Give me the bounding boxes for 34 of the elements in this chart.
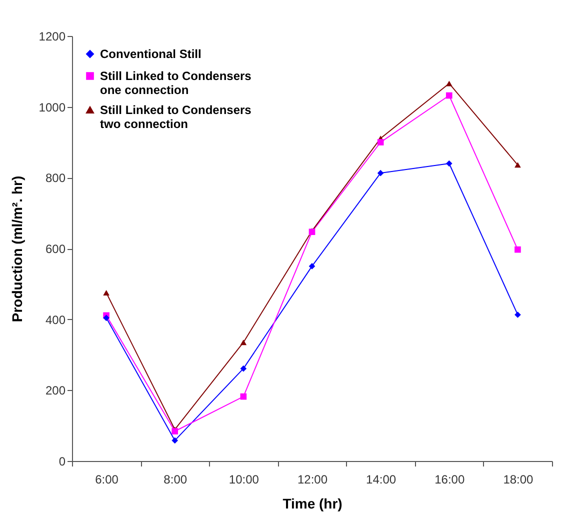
y-tick-label: 400 — [45, 312, 66, 327]
point — [103, 290, 110, 296]
point — [446, 80, 452, 86]
x-tick-label: 14:00 — [366, 472, 396, 486]
y-tick-label: 800 — [45, 171, 66, 186]
point — [377, 139, 384, 146]
y-axis-title: Production (ml/m². hr) — [8, 176, 25, 322]
point — [446, 92, 452, 99]
point — [514, 246, 521, 253]
y-tick-label: 600 — [45, 242, 66, 256]
x-tick-label: 6:00 — [95, 472, 119, 486]
legend-label: Still Linked to Condensers two connection — [100, 103, 252, 131]
point — [514, 312, 521, 318]
x-tick-label: 16:00 — [434, 472, 465, 486]
point — [172, 437, 178, 444]
x-tick-label: 10:00 — [228, 472, 260, 486]
point — [240, 340, 247, 346]
y-tick-label: 0 — [58, 454, 66, 468]
x-tick-label: 8:00 — [164, 472, 188, 486]
point — [446, 160, 452, 167]
legend-label: Still Linked to Condensers one connection — [100, 69, 252, 97]
y-tick-label: 1000 — [38, 100, 66, 114]
legend-label: Conventional Still — [100, 47, 202, 61]
y-tick-label: 200 — [45, 384, 66, 398]
point — [240, 365, 247, 372]
x-axis-title: Time (hr) — [282, 496, 342, 512]
point — [103, 314, 110, 322]
point — [514, 162, 521, 168]
x-tick-label: 12:00 — [297, 472, 328, 486]
point — [308, 263, 316, 270]
point — [240, 393, 247, 400]
y-tick-label: 1200 — [38, 30, 66, 44]
point — [377, 170, 384, 176]
x-tick-label: 18:00 — [503, 472, 534, 486]
